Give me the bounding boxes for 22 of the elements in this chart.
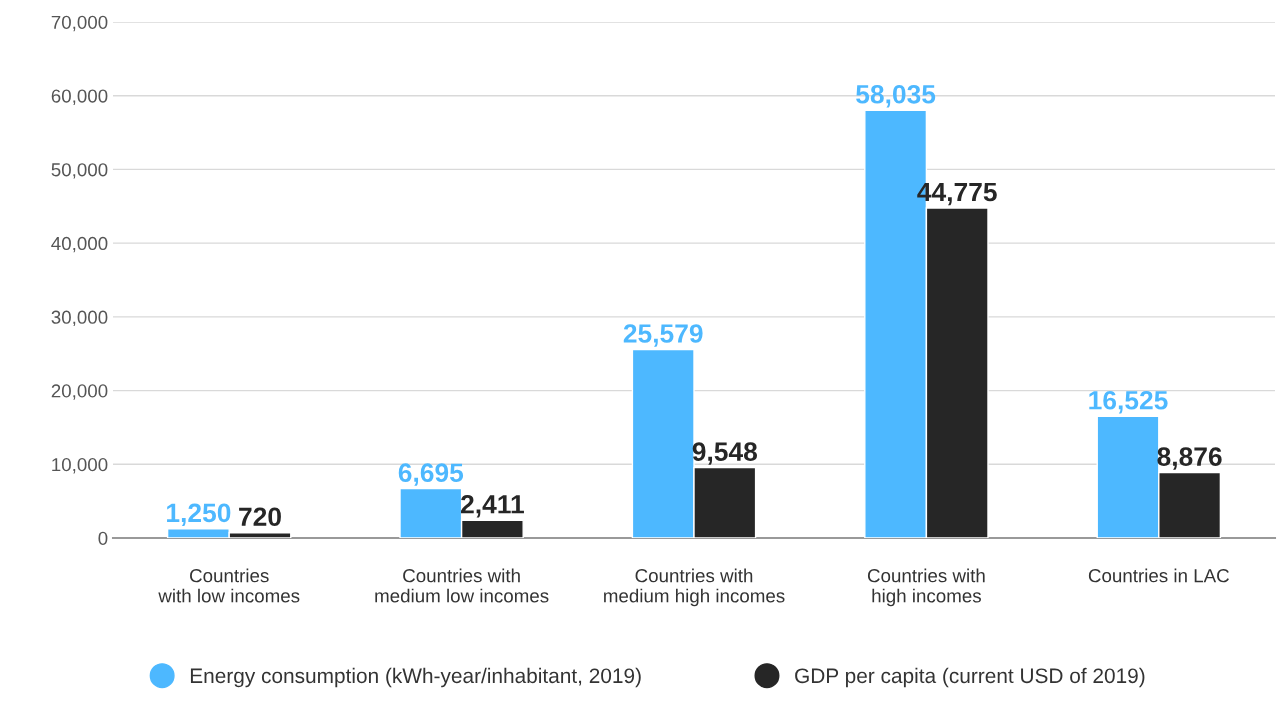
x-tick-label: Countries in LAC bbox=[1088, 568, 1229, 583]
text: 6,695 bbox=[398, 463, 464, 486]
y-tick-label: 40,000 bbox=[51, 236, 108, 253]
y-tick-label: 30,000 bbox=[51, 310, 108, 327]
y-tick-label: 0 bbox=[98, 531, 108, 545]
legend-label: Energy consumption (kWh-year/inhabitant, 2019) bbox=[190, 667, 641, 688]
text: 58,035 bbox=[856, 84, 936, 108]
x-tick-label: Countries with medium high incomes bbox=[604, 568, 785, 607]
y-tick-label: 60,000 bbox=[51, 89, 108, 105]
y-tick-label: 50,000 bbox=[51, 163, 108, 179]
legend-label: GDP per capita (current USD of 2019) bbox=[795, 667, 1145, 688]
x-tick-label: Countries with low incomes bbox=[158, 568, 300, 603]
text: 1,250 bbox=[167, 503, 231, 527]
y-tick-label: 20,000 bbox=[51, 384, 108, 400]
text: 16,525 bbox=[1089, 390, 1168, 414]
y-tick-label: 10,000 bbox=[52, 457, 108, 474]
x-tick-label: Countries with high incomes bbox=[867, 568, 985, 607]
text: 720 bbox=[239, 507, 281, 527]
x-tick-label: Countries with medium low incomes bbox=[375, 568, 549, 603]
text: 2,411 bbox=[461, 494, 524, 518]
y-tick-label: 70,000 bbox=[51, 15, 108, 32]
text: 25,579 bbox=[623, 324, 703, 347]
